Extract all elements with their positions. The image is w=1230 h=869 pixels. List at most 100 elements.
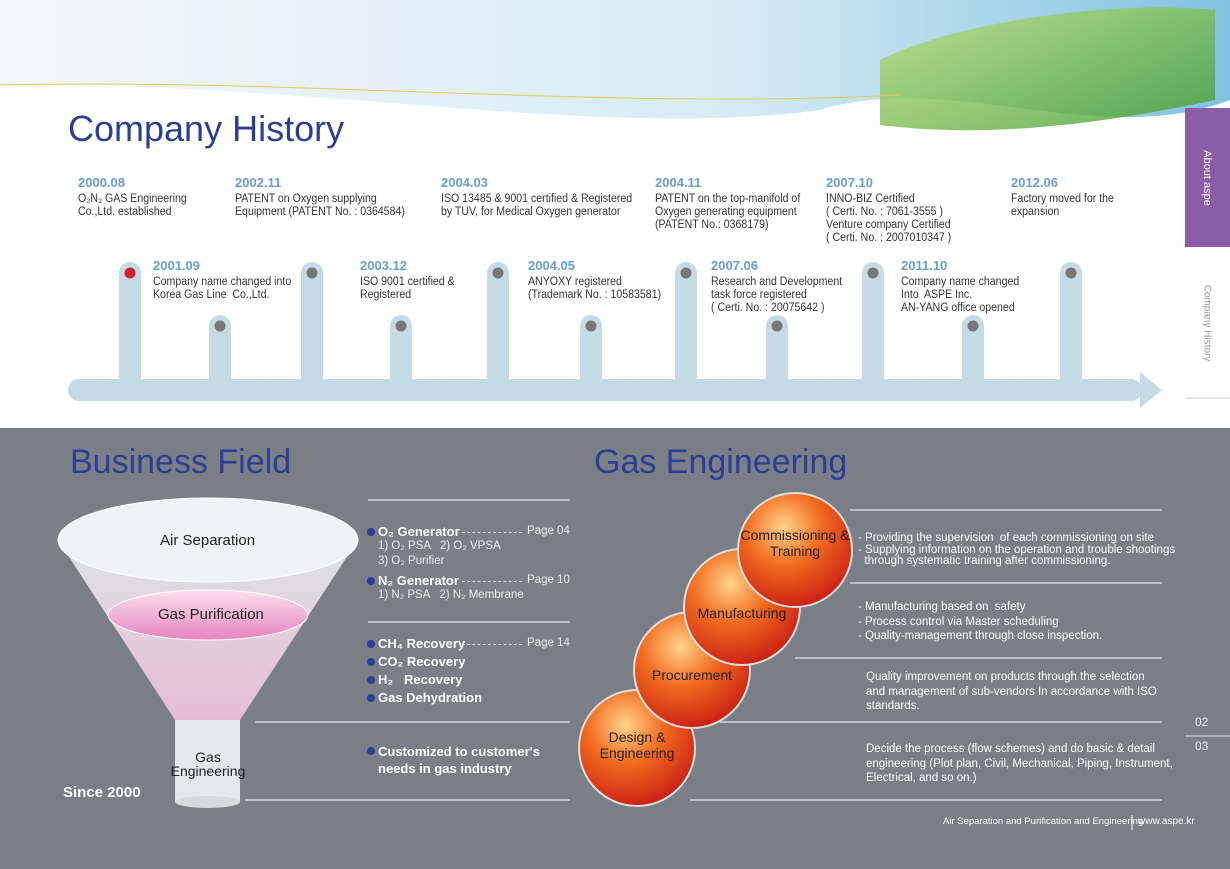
timeline-text: Company name changed into bbox=[153, 276, 292, 288]
field-item: Customized to customer's needs in gas in… bbox=[378, 744, 541, 776]
gas-description: - Manufacturing based on safety bbox=[858, 601, 1026, 613]
bullet bbox=[367, 528, 375, 536]
timeline-bar bbox=[68, 379, 1142, 401]
timeline-text: Equipment (PATENT No. : 0364584) bbox=[235, 206, 405, 218]
field-sub: 3) O₂ Purifier bbox=[378, 555, 445, 567]
pipe-dot bbox=[1065, 267, 1077, 279]
pipe bbox=[487, 262, 509, 400]
funnel-top bbox=[57, 497, 359, 583]
spheres bbox=[578, 492, 853, 807]
timeline-date: 2001.09 bbox=[153, 258, 200, 273]
pipe-dot bbox=[124, 267, 136, 279]
gas-description: - Supplying information on the operation… bbox=[858, 543, 1176, 556]
timeline-text: ISO 9001 certified & bbox=[360, 276, 455, 288]
pipe bbox=[962, 315, 984, 400]
timeline-text: PATENT on the top-manifold of bbox=[655, 193, 801, 205]
page-number: 02 bbox=[1195, 715, 1209, 729]
timeline-text: PATENT on Oxygen supplying bbox=[235, 193, 377, 205]
gas-description: and management of sub-vendors In accorda… bbox=[866, 685, 1157, 698]
side-tab-active bbox=[1185, 108, 1230, 247]
page-ref: Page 14 bbox=[527, 637, 570, 649]
gas-description: through systematic training after commis… bbox=[858, 555, 1111, 567]
pipe-dot bbox=[492, 267, 504, 279]
field-item: CO₂ Recovery bbox=[378, 654, 466, 669]
swoosh bbox=[0, 83, 901, 100]
pipe-dot bbox=[306, 267, 318, 279]
pipe-dot bbox=[867, 267, 879, 279]
page-ref: Page 10 bbox=[527, 574, 570, 586]
pipe bbox=[301, 262, 323, 400]
pipe bbox=[209, 315, 231, 400]
timeline-text: Registered bbox=[360, 289, 412, 301]
pipe-dot bbox=[214, 320, 226, 332]
section-title: Gas Engineering bbox=[594, 443, 848, 481]
pipe-dot bbox=[967, 320, 979, 332]
page-title: Company History bbox=[68, 108, 345, 149]
timeline-text: by TUV, for Medical Oxygen generator bbox=[441, 206, 621, 218]
gas-description: Decide the process (flow schemes) and do… bbox=[866, 743, 1155, 755]
side-tab: About aspe bbox=[1201, 150, 1213, 206]
timeline-text: ANYOXY registered bbox=[528, 276, 622, 288]
timeline-text: Oxygen generating equipment bbox=[655, 206, 797, 218]
footer-url: www.aspe.kr bbox=[1138, 816, 1195, 827]
field-item: Gas Dehydration bbox=[378, 690, 483, 705]
bullet bbox=[367, 676, 375, 684]
sphere-label: Design & Engineering bbox=[599, 729, 675, 761]
timeline-text: Research and Development bbox=[711, 276, 843, 288]
timeline-text: ISO 13485 & 9001 certified & Registered bbox=[441, 193, 633, 205]
timeline-date: 2012.06 bbox=[1011, 175, 1058, 190]
timeline-date: 2004.03 bbox=[441, 175, 488, 190]
pipe bbox=[675, 262, 697, 400]
bullet bbox=[367, 658, 375, 666]
funnel-label: Gas Engineering bbox=[170, 749, 246, 779]
sphere-label: Manufacturing bbox=[697, 605, 787, 621]
timeline-date: 2004.11 bbox=[655, 175, 702, 190]
bullet bbox=[367, 747, 375, 755]
gas-description: standards. bbox=[866, 700, 920, 712]
leader bbox=[462, 644, 522, 645]
timeline-text: Co.,Ltd. established bbox=[78, 206, 172, 218]
timeline-text: ( Certi. No. : 7061-3555 ) bbox=[826, 206, 944, 218]
timeline-text: expansion bbox=[1011, 206, 1060, 218]
timeline-text: Into ASPE Inc. bbox=[901, 289, 973, 301]
sphere-label: Procurement bbox=[651, 667, 733, 683]
timeline-date: 2004.05 bbox=[528, 258, 575, 273]
funnel-label: Gas Purification bbox=[158, 606, 264, 623]
gas-description: - Process control via Master scheduling bbox=[858, 615, 1059, 628]
field-item: O₂ Generator bbox=[378, 524, 460, 539]
pipe-dot bbox=[395, 320, 407, 332]
pipe-dot bbox=[771, 320, 783, 332]
pipe bbox=[390, 315, 412, 400]
sphere-label: Commissioning & Training bbox=[740, 527, 850, 559]
timeline-text: Company name changed bbox=[901, 276, 1020, 288]
leaf-image bbox=[880, 7, 1215, 131]
section-title: Business Field bbox=[70, 443, 292, 481]
field-item: N₂ Generator bbox=[378, 573, 459, 588]
bullet bbox=[367, 640, 375, 648]
funnel-label: Air Separation bbox=[160, 532, 256, 549]
timeline-text: task force registered bbox=[711, 289, 807, 301]
field-sub: 1) N₂ PSA 2) N₂ Membrane bbox=[378, 589, 524, 601]
bullet bbox=[367, 577, 375, 585]
field-sub: 1) O₂ PSA 2) O₂ VPSA bbox=[378, 540, 501, 552]
gas-description: Electrical, and so on.) bbox=[866, 772, 977, 784]
rules bbox=[245, 499, 1162, 830]
side-tab: Company History bbox=[1201, 284, 1213, 362]
pipe bbox=[862, 262, 884, 400]
since-label: Since 2000 bbox=[63, 784, 141, 801]
timeline-text: ( Certi. No. : 2007010347 ) bbox=[826, 232, 952, 244]
timeline-text: Venture company Certified bbox=[826, 219, 951, 231]
timeline-text: Korea Gas Line Co.,Ltd. bbox=[153, 289, 270, 301]
funnel-middle bbox=[107, 589, 309, 641]
field-item: H₂ Recovery bbox=[378, 672, 463, 687]
arrow-head bbox=[1140, 372, 1162, 408]
timeline-date: 2003.12 bbox=[360, 258, 407, 273]
bullet bbox=[367, 694, 375, 702]
timeline-text: Factory moved for the bbox=[1011, 193, 1114, 205]
gas-description: engineering (Plot plan, Civil, Mechanica… bbox=[866, 757, 1173, 770]
page-ref: Page 04 bbox=[527, 525, 570, 537]
footer-tagline: Air Separation and Purification and Engi… bbox=[943, 816, 1144, 827]
pipe bbox=[119, 262, 141, 400]
